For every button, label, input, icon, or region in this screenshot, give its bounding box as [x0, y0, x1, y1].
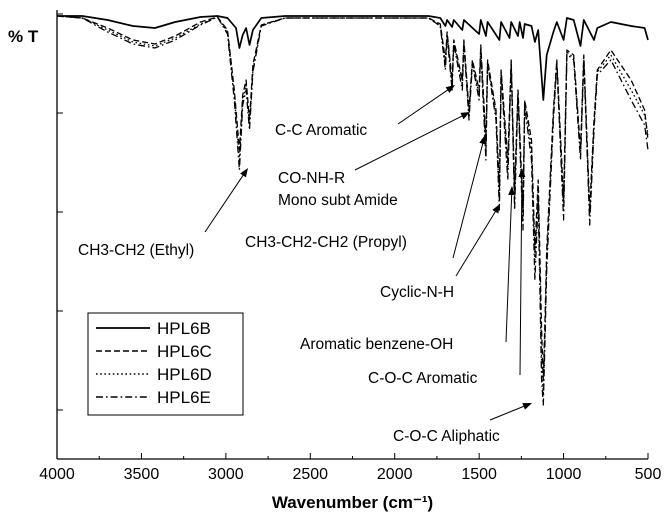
legend-box	[87, 312, 244, 416]
series-line-hpl6e	[56, 15, 649, 406]
x-tick-label: 2500	[292, 466, 328, 483]
annotation-arrow-head	[492, 204, 500, 214]
annotation: C-O-C Aromatic	[368, 168, 526, 387]
annotation-arrow-head	[508, 186, 516, 196]
annotation-label: Mono subt Amide	[278, 192, 398, 209]
annotation-arrow-head	[445, 85, 455, 93]
series-layer	[56, 15, 649, 406]
x-tick-label: 2000	[377, 466, 413, 483]
annotation-arrow-line	[204, 173, 245, 233]
annotation-label: C-O-C Aromatic	[368, 370, 478, 387]
x-axis-title: Wavenumber (cm⁻¹)	[272, 493, 433, 512]
series-line-hpl6b	[57, 15, 649, 101]
y-axis-title: % T	[8, 27, 39, 46]
x-tick-label: 3000	[208, 466, 244, 483]
annotation-arrow-line	[519, 174, 523, 376]
annotation-label: CO-NH-R	[278, 170, 345, 187]
annotation-label: CH3-CH2-CH2 (Propyl)	[245, 234, 407, 251]
annotation-arrow-line	[354, 114, 464, 171]
x-tick-label: 3500	[124, 466, 160, 483]
annotation-arrow-head	[518, 168, 526, 177]
x-ticks: 4000 3500 3000 2500 2000 1500 1000 500	[39, 453, 661, 483]
annotation-arrow-line	[505, 192, 513, 343]
annotation-arrow-head	[522, 403, 532, 410]
annotation-arrow-head	[479, 135, 487, 145]
annotation-arrow-line	[397, 88, 450, 125]
series-line-hpl6c	[56, 15, 649, 381]
annotation-arrow-line	[452, 141, 484, 259]
legend-label: HPL6E	[157, 388, 211, 407]
annotation: C-C Aromatic	[275, 85, 455, 139]
annotation-arrow-line	[455, 209, 497, 277]
x-tick-label: 1500	[461, 466, 497, 483]
x-tick-label: 4000	[39, 466, 75, 483]
y-ticks	[57, 13, 63, 411]
x-tick-label: 1000	[546, 466, 582, 483]
annotation-label: Cyclic-N-H	[380, 284, 454, 301]
annotation-arrow-head	[460, 112, 470, 120]
annotation-label: Aromatic benzene-OH	[300, 336, 453, 353]
annotation-label: CH3-CH2 (Ethyl)	[78, 242, 194, 259]
annotation: C-O-C Aliphatic	[393, 403, 532, 445]
legend: HPL6B HPL6C HPL6D HPL6E	[87, 312, 244, 416]
annotation-arrow-line	[489, 405, 526, 421]
annotation: CH3-CH2-CH2 (Propyl)	[245, 135, 487, 259]
annotations: C-C Aromatic CO-NH-R Mono subt Amide CH3-CH…	[78, 85, 532, 445]
annotation: Cyclic-N-H	[380, 204, 500, 301]
annotation-label: C-C Aromatic	[275, 122, 367, 139]
legend-label: HPL6B	[157, 319, 211, 338]
x-tick-label: 500	[635, 466, 662, 483]
annotation-label: C-O-C Aliphatic	[393, 428, 500, 445]
legend-label: HPL6C	[157, 342, 212, 361]
annotation: CH3-CH2 (Ethyl)	[78, 168, 248, 259]
annotation: Aromatic benzene-OH	[300, 186, 516, 353]
annotation-arrow-head	[240, 168, 248, 178]
legend-label: HPL6D	[157, 365, 212, 384]
annotation: CO-NH-R Mono subt Amide	[278, 112, 470, 209]
